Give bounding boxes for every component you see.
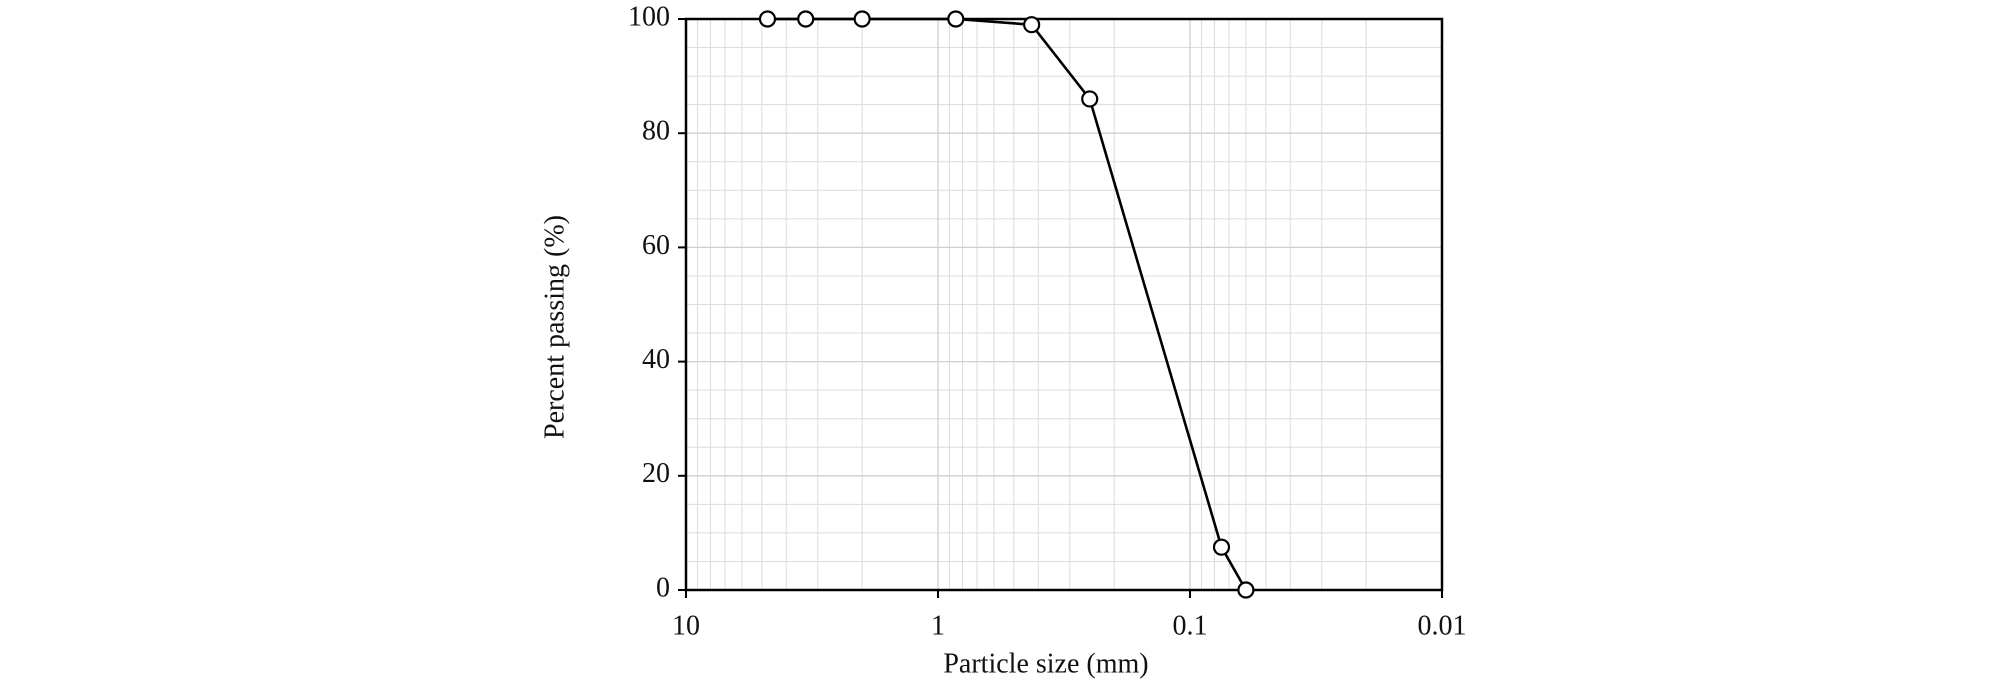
data-point xyxy=(947,10,965,28)
x-tick-label: 10 xyxy=(672,610,700,641)
x-tick-label: 0.01 xyxy=(1418,610,1467,641)
y-tick-label: 100 xyxy=(628,1,670,32)
data-point xyxy=(1023,16,1041,34)
data-point xyxy=(1081,90,1099,108)
data-line xyxy=(767,17,1248,591)
y-tick-label: 20 xyxy=(642,458,670,489)
y-tick-label: 80 xyxy=(642,116,670,147)
y-tick-label: 0 xyxy=(656,572,670,603)
data-point xyxy=(797,10,815,28)
y-tick-label: 40 xyxy=(642,344,670,375)
data-point xyxy=(758,10,777,28)
x-tick-label: 1 xyxy=(931,610,945,641)
y-axis-label: Percent passing (%) xyxy=(539,215,570,439)
data-point xyxy=(1237,581,1255,599)
x-tick-label: 0.1 xyxy=(1173,610,1208,641)
plot-frame xyxy=(684,17,1444,592)
x-axis-label: Particle size (mm) xyxy=(943,648,1148,679)
y-tick-label: 60 xyxy=(642,230,670,261)
data-point xyxy=(853,10,871,28)
data-point xyxy=(1212,538,1231,556)
